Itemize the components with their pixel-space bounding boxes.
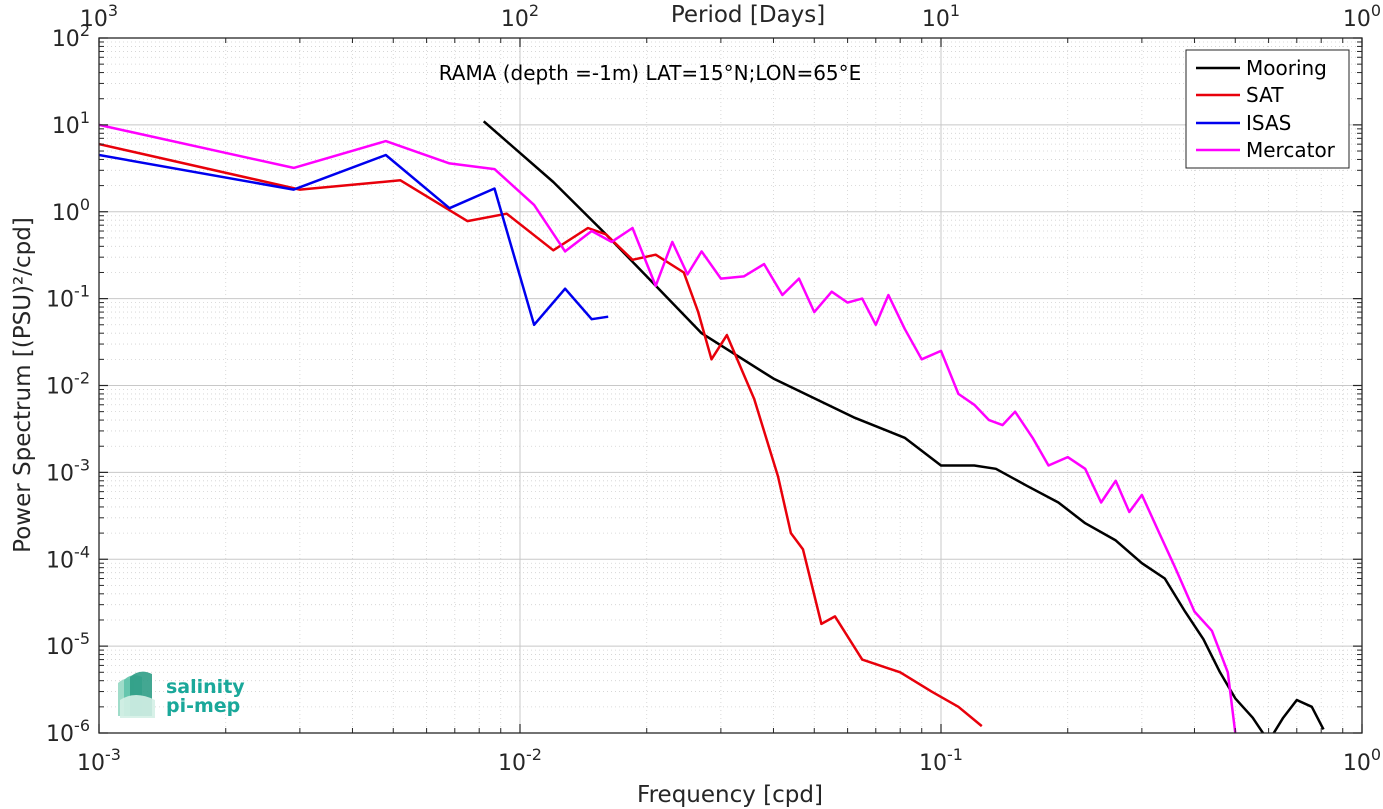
y-axis-label: Power Spectrum [(PSU)²/cpd] bbox=[10, 217, 36, 553]
legend: Mooring SAT ISAS Mercator bbox=[1185, 49, 1350, 169]
x2-tick-label: 101 bbox=[922, 1, 960, 32]
series-layer bbox=[99, 120, 1325, 733]
x-axis-label: Frequency [cpd] bbox=[637, 782, 823, 808]
chart-title: RAMA (depth =-1m) LAT=15°N;LON=65°E bbox=[439, 61, 862, 85]
x2-tick-label: 102 bbox=[501, 1, 539, 32]
series-line-mercator bbox=[99, 123, 1237, 733]
logo-text-salinity: salinity bbox=[166, 676, 245, 698]
x2-axis-label: Period [Days] bbox=[671, 2, 825, 28]
legend-label-isas: ISAS bbox=[1246, 111, 1291, 135]
series-line-isas bbox=[99, 153, 609, 327]
series-line-mooring bbox=[482, 120, 1325, 733]
x2-tick-label: 103 bbox=[80, 1, 118, 32]
legend-label-mercator: Mercator bbox=[1246, 138, 1336, 162]
y-tick-label: 10-1 bbox=[46, 282, 90, 313]
x-tick-label: 10-3 bbox=[77, 745, 121, 776]
y-tick-label: 10-6 bbox=[46, 716, 90, 747]
y-tick-label: 100 bbox=[52, 195, 90, 226]
y-tick-label: 10-4 bbox=[46, 542, 90, 573]
series-line-sat bbox=[99, 142, 983, 728]
legend-label-sat: SAT bbox=[1246, 83, 1284, 107]
minor-grid bbox=[99, 38, 1362, 733]
logo-text-pimep: pi-mep bbox=[166, 695, 240, 717]
y-tick-label: 10-5 bbox=[46, 629, 90, 660]
legend-label-mooring: Mooring bbox=[1246, 56, 1327, 80]
y-tick-label: 101 bbox=[52, 108, 90, 139]
legend-box bbox=[1185, 49, 1350, 169]
x-tick-label: 10-2 bbox=[498, 745, 542, 776]
y-tick-label: 10-2 bbox=[46, 369, 90, 400]
x-tick-label: 100 bbox=[1343, 745, 1381, 776]
salinity-pimep-logo: salinity pi-mep bbox=[118, 671, 245, 718]
y-tick-label: 10-3 bbox=[46, 455, 90, 486]
y-tick-label: 102 bbox=[52, 21, 90, 52]
x-tick-label: 10-1 bbox=[919, 745, 963, 776]
wave-logo-icon bbox=[118, 671, 155, 718]
x2-tick-label: 100 bbox=[1343, 1, 1381, 32]
